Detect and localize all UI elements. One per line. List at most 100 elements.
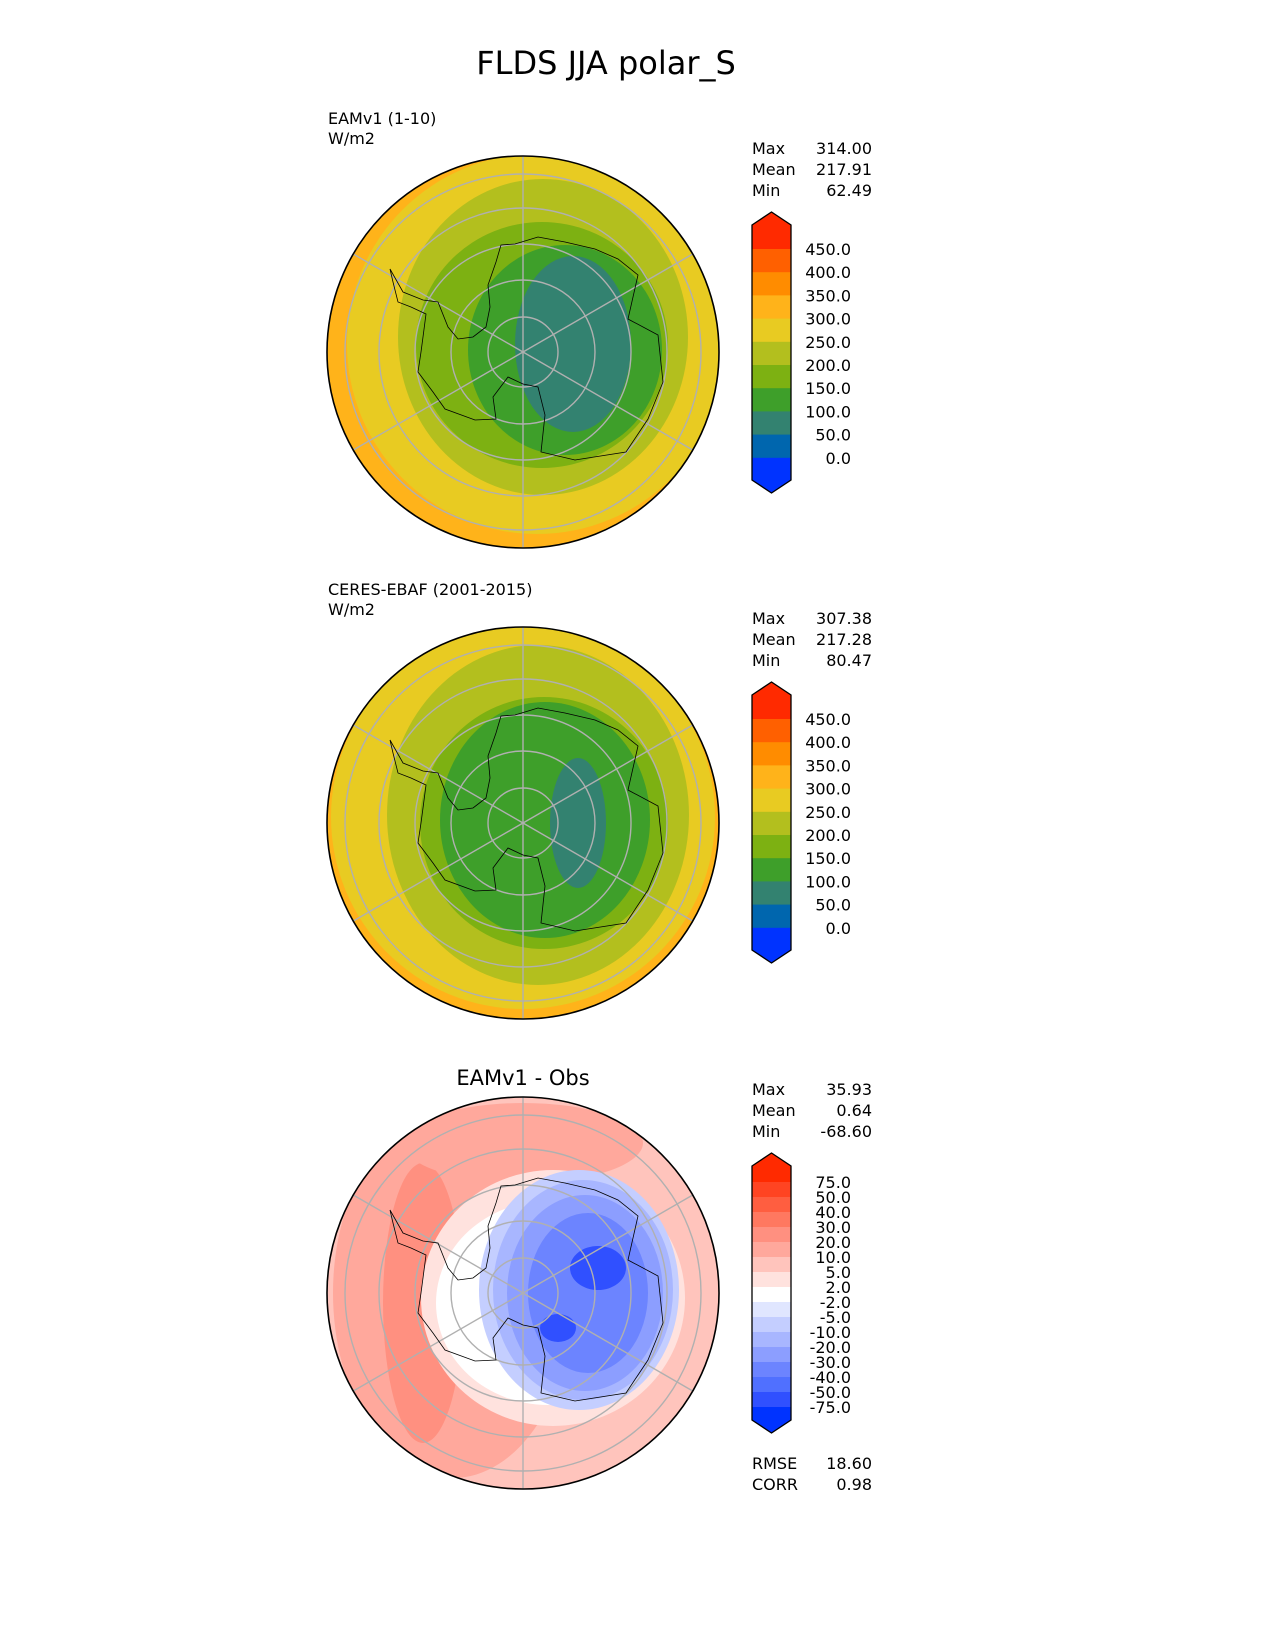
colorbar-segment <box>752 1302 791 1318</box>
colorbar-segment <box>752 272 791 296</box>
colorbar-segment <box>752 318 791 343</box>
colorbar-segment <box>752 249 791 273</box>
contour-level <box>528 1213 648 1373</box>
colorbar-tick-label: 50.0 <box>815 1188 851 1207</box>
colorbar-tick-label: 450.0 <box>805 710 851 729</box>
colorbar-segment <box>752 904 791 929</box>
contour-level <box>440 702 650 938</box>
panel3-colorbar: 75.050.040.030.020.010.05.02.0-2.0-5.0-1… <box>751 1152 851 1434</box>
colorbar-tick-label: 200.0 <box>805 356 851 375</box>
colorbar-segment <box>752 365 791 389</box>
colorbar-segment <box>752 1257 791 1273</box>
stat-label: Max <box>752 139 785 158</box>
colorbar-segment <box>752 1377 791 1393</box>
colorbar-tick-label: 400.0 <box>805 733 851 752</box>
stat-value: 0.64 <box>836 1101 872 1120</box>
colorbar-tick-label: 50.0 <box>815 426 851 445</box>
colorbar-tick-label: 150.0 <box>805 379 851 398</box>
colorbar-tick-label: 450.0 <box>805 240 851 259</box>
colorbar-segment <box>752 1317 791 1333</box>
colorbar-segment <box>752 788 791 813</box>
colorbar-segment <box>752 1407 791 1421</box>
colorbar-segment <box>752 388 791 412</box>
colorbar-segment <box>752 881 791 906</box>
stat-value: 314.00 <box>816 139 872 158</box>
meridian-line <box>352 1292 524 1392</box>
graticule <box>344 627 702 1019</box>
colorbar-segment <box>752 1242 791 1258</box>
panel1-name: EAMv1 (1-10) <box>328 109 436 128</box>
colorbar-segment <box>752 1362 791 1378</box>
antarctica-coastline <box>389 236 664 461</box>
colorbar-extend-min <box>752 1419 791 1433</box>
colorbar-segment <box>752 927 791 951</box>
colorbar-extend-max <box>752 1153 791 1167</box>
colorbar-outline <box>751 681 792 964</box>
stat-label: Min <box>752 1122 780 1141</box>
panel3-metrics: RMSE 18.60 CORR 0.98 <box>752 1454 872 1494</box>
colorbar-segment <box>752 434 791 459</box>
stat-value: -68.60 <box>820 1122 872 1141</box>
colorbar-tick-label: 400.0 <box>805 263 851 282</box>
panel2-stats: Max 307.38 Mean 217.28 Min 80.47 <box>752 609 872 670</box>
contour-fill <box>327 627 719 1019</box>
colorbar-segment <box>752 1166 791 1183</box>
contour-level <box>540 1314 576 1342</box>
stat-label: Mean <box>752 160 796 179</box>
panel2-polar-map <box>326 626 720 1020</box>
panel1-stats: Max 314.00 Mean 217.91 Min 62.49 <box>752 139 872 200</box>
colorbar-segment <box>752 225 791 250</box>
colorbar-tick-label: 150.0 <box>805 849 851 868</box>
panel2-name: CERES-EBAF (2001-2015) <box>328 580 532 599</box>
meridian-line <box>522 822 694 922</box>
colorbar-tick-label: 300.0 <box>805 780 851 799</box>
colorbar-segment <box>752 1272 791 1288</box>
colorbar-tick-label: -20.0 <box>810 1338 851 1357</box>
colorbar-tick-label: 2.0 <box>826 1278 851 1297</box>
figure-title: FLDS JJA polar_S <box>476 44 736 82</box>
stat-label: Min <box>752 651 780 670</box>
metric-label: CORR <box>752 1475 798 1494</box>
contour-level <box>570 1246 626 1290</box>
stat-value: 217.28 <box>816 630 872 649</box>
colorbar-segment <box>752 1287 791 1303</box>
meridian-line <box>522 351 694 451</box>
colorbar-tick-label: 250.0 <box>805 803 851 822</box>
contour-fill <box>327 156 719 548</box>
meridian-line <box>352 822 524 922</box>
colorbar-tick-label: -5.0 <box>820 1308 851 1327</box>
colorbar-tick-label: 30.0 <box>815 1218 851 1237</box>
colorbar-outline <box>751 211 792 494</box>
colorbar-tick-label: 300.0 <box>805 310 851 329</box>
panel2-units: W/m2 <box>328 600 375 619</box>
colorbar-segment <box>752 719 791 743</box>
stat-value: 80.47 <box>826 651 872 670</box>
meridian-line <box>522 724 694 824</box>
colorbar-tick-label: -10.0 <box>810 1323 851 1342</box>
panel1-colorbar: 450.0 400.0 350.0 300.0 250.0 200.0 150.0 100.0… <box>751 211 851 494</box>
panel3-title: EAMv1 - Obs <box>456 1066 589 1090</box>
colorbar-tick-label: 350.0 <box>805 286 851 305</box>
panel3-polar-map <box>326 1096 720 1490</box>
panel3-stats: Max 35.93 Mean 0.64 Min -68.60 <box>752 1080 872 1141</box>
panel1-polar-map <box>326 155 720 549</box>
colorbar-tick-label: -40.0 <box>810 1368 851 1387</box>
colorbar-tick-label: 100.0 <box>805 402 851 421</box>
colorbar-segment <box>752 858 791 882</box>
colorbar-tick-label: 20.0 <box>815 1233 851 1252</box>
map-boundary <box>326 155 720 549</box>
colorbar-tick-label: -30.0 <box>810 1353 851 1372</box>
colorbar-tick-label: 75.0 <box>815 1173 851 1192</box>
colorbar-segment <box>752 1227 791 1243</box>
colorbar-segment <box>752 695 791 720</box>
antarctica-coastline <box>389 707 664 932</box>
colorbar-segment <box>752 1392 791 1408</box>
contour-level <box>515 256 631 432</box>
colorbar-segment <box>752 1332 791 1348</box>
antarctica-coastline <box>389 1177 664 1402</box>
colorbar-segment <box>752 411 791 436</box>
colorbar-tick-label: 0.0 <box>826 449 851 468</box>
colorbar-segment <box>752 742 791 766</box>
panel1-units: W/m2 <box>328 129 375 148</box>
